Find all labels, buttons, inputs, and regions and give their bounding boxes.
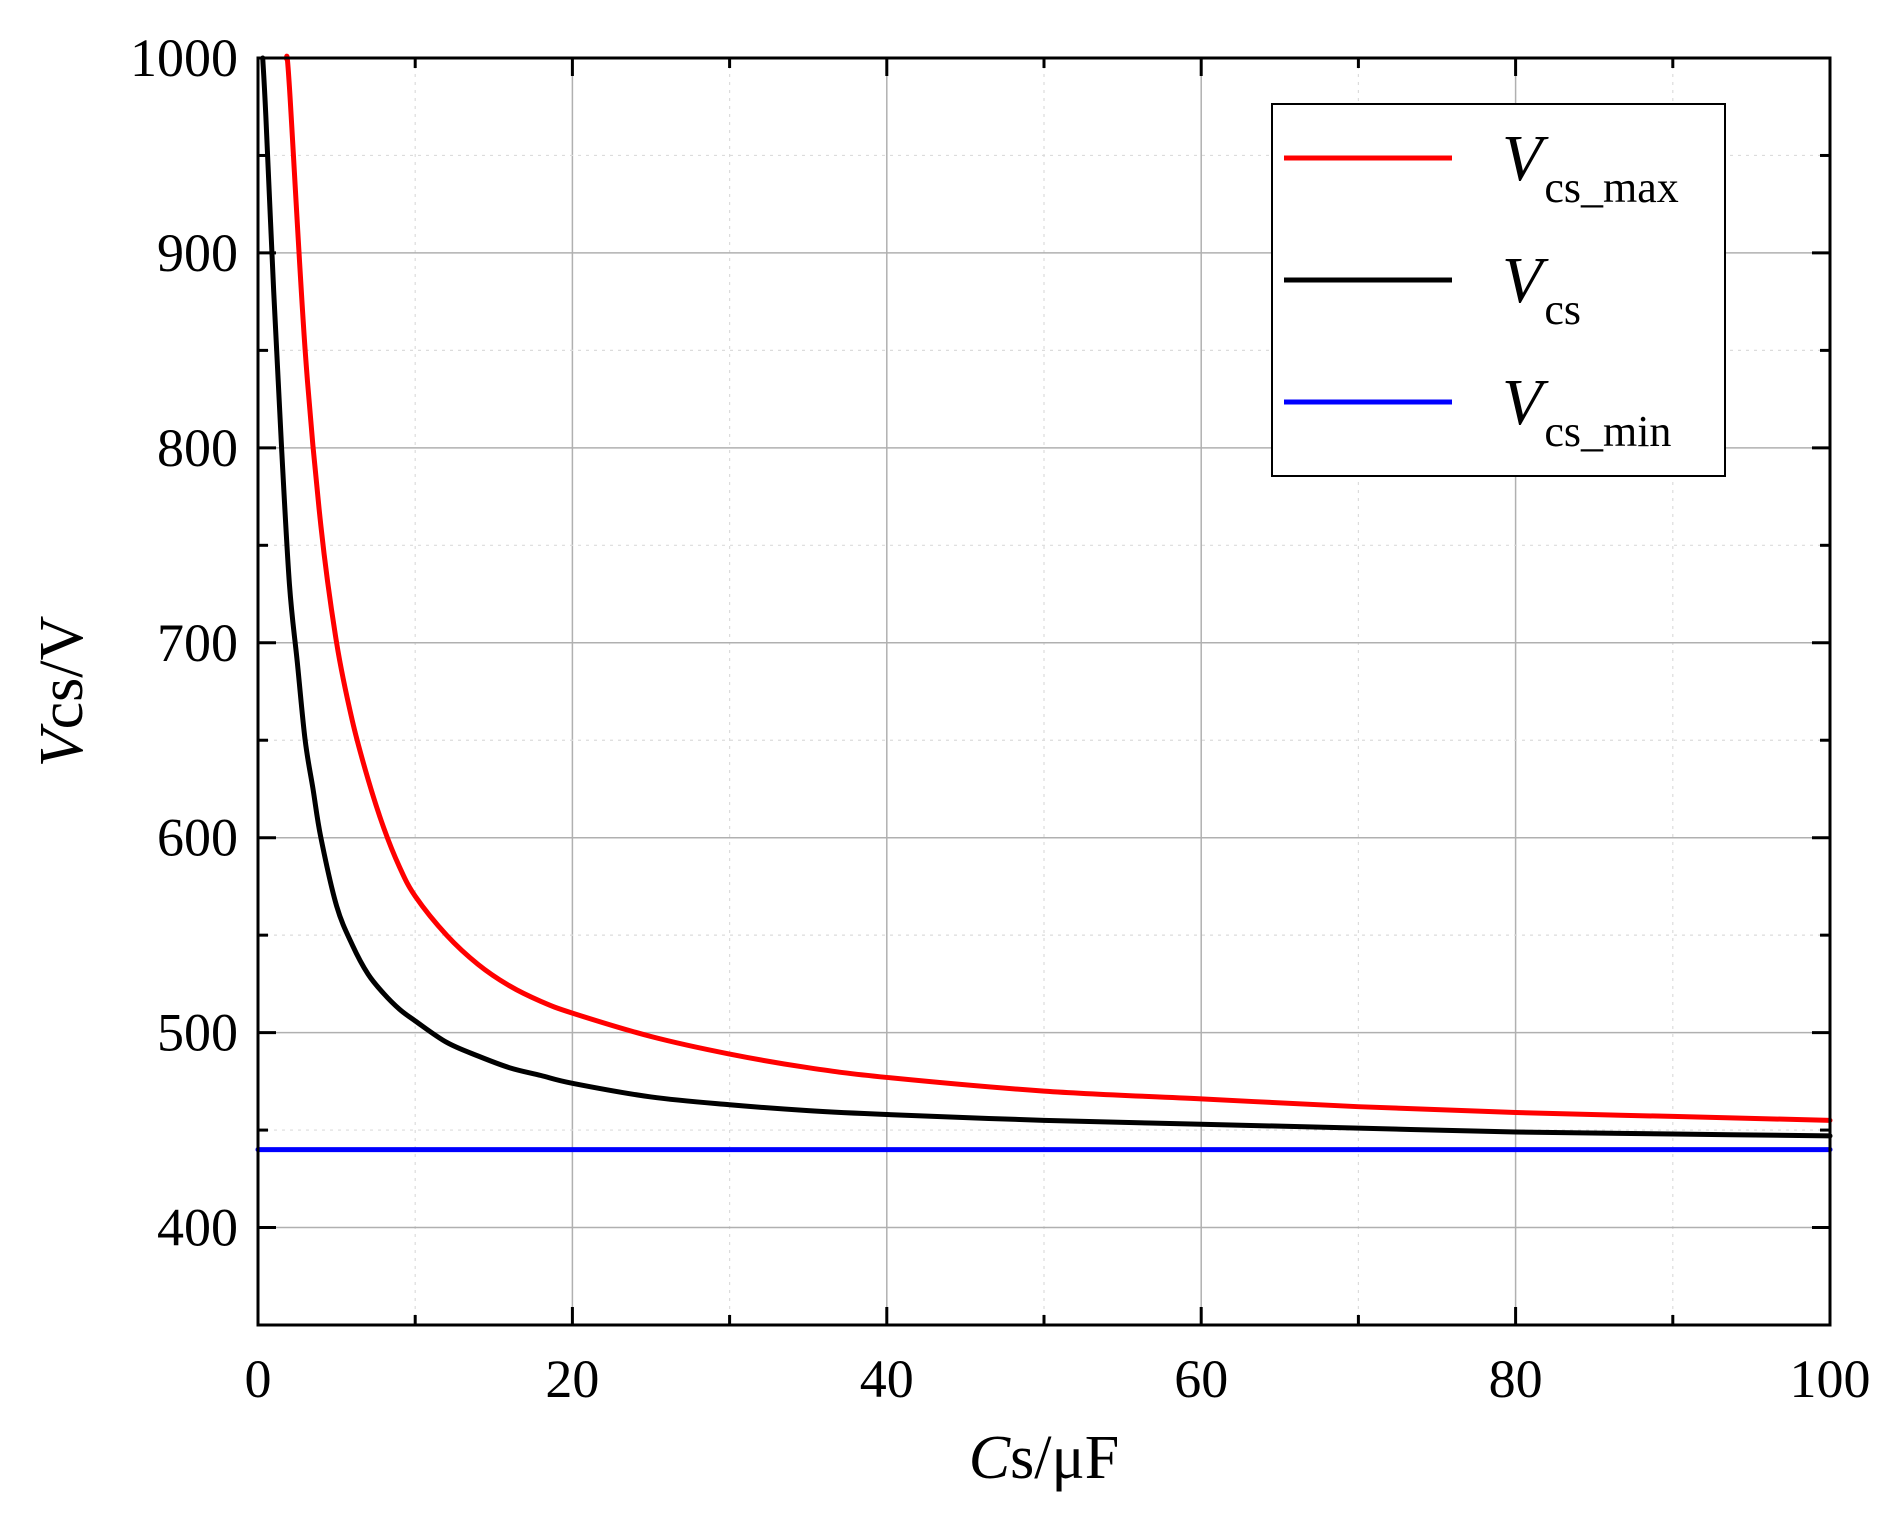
y-tick-label: 400 [157,1198,238,1258]
x-tick-label: 60 [1174,1349,1228,1409]
y-tick-label: 500 [157,1003,238,1063]
y-tick-label: 1000 [130,28,238,88]
x-axis-title-italic: C [969,1424,1011,1492]
y-axis-title-italic: V [28,723,96,767]
legend-box [1271,103,1726,477]
y-tick-label: 700 [157,613,238,673]
series-line-vcs_max [283,53,1833,1123]
series-layer [255,53,1833,1153]
series-line-vcs [260,55,1833,1139]
x-tick-label: 40 [860,1349,914,1409]
legend-label-sub: cs_min [1544,407,1671,456]
legend-label-main: V [1502,244,1549,317]
legend-label-main: V [1502,366,1549,439]
y-tick-label: 900 [157,223,238,283]
x-axis-title-rest: s/μF [1010,1424,1119,1492]
ticks [256,56,1832,1327]
legend-label-vcs: Vcs [1502,244,1581,334]
legend-label-vcs_max: Vcs_max [1502,122,1679,212]
x-axis-title: Cs/μF [969,1424,1119,1492]
y-tick-label: 600 [157,808,238,868]
tick-labels: 0 20 40 60 80 100 400 500 600 700 800 900 1000 [130,28,1871,1409]
legend-label-vcs_min: Vcs_min [1502,366,1671,456]
legend-label-main: V [1502,122,1549,195]
legend-label-sub: cs_max [1544,163,1678,212]
y-axis-title-rest: cs/V [28,616,96,730]
y-tick-label: 800 [157,418,238,478]
x-tick-label: 0 [245,1349,272,1409]
x-tick-label: 100 [1790,1349,1871,1409]
legend-label-sub: cs [1544,285,1581,334]
y-axis-title: Vcs/V [28,616,96,768]
x-tick-label: 80 [1489,1349,1543,1409]
x-tick-label: 20 [545,1349,599,1409]
